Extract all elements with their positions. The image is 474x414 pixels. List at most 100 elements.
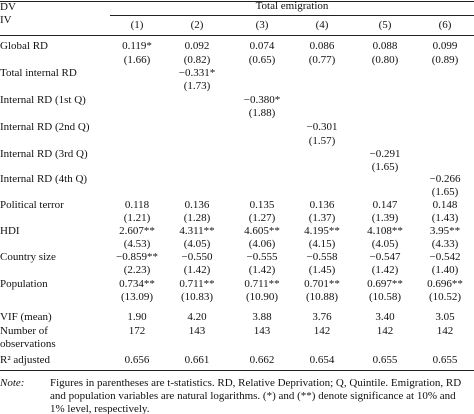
- t-statistic: (0.80): [371, 54, 399, 66]
- column-header: (3): [255, 19, 269, 31]
- stat-value: 0.654: [309, 354, 335, 366]
- t-statistic: (4.05): [371, 238, 399, 250]
- t-statistic: (1.66): [123, 54, 151, 66]
- note-text: Figures in parentheses are t-statistics.…: [50, 377, 462, 414]
- t-statistic: (10.90): [245, 291, 279, 303]
- top-rule: [0, 1, 474, 2]
- coefficient: −0.542: [429, 251, 461, 263]
- coefficient: −0.331*: [178, 67, 216, 79]
- t-statistic: (1.65): [431, 186, 459, 198]
- coefficient: 0.711**: [179, 278, 215, 290]
- coefficient: −0.266: [429, 173, 461, 185]
- t-statistic: (10.58): [368, 291, 402, 303]
- t-statistic: (1.43): [431, 212, 459, 224]
- t-statistic: (2.23): [123, 264, 151, 276]
- stat-value: 3.40: [375, 311, 395, 323]
- coefficient: −0.301: [306, 121, 338, 133]
- t-statistic: (0.89): [431, 54, 459, 66]
- stat-value: 3.88: [252, 311, 272, 323]
- t-statistic: (1.21): [123, 212, 151, 224]
- stat-value: 172: [128, 325, 146, 337]
- stat-value: 0.661: [184, 354, 210, 366]
- stat-value: 143: [188, 325, 206, 337]
- coefficient: 0.136: [309, 199, 335, 211]
- row-label: Internal RD (4th Q): [0, 173, 88, 185]
- column-header: (2): [190, 19, 204, 31]
- t-statistic: (1.73): [183, 80, 211, 92]
- row-label: Political terror: [0, 199, 64, 211]
- stat-value: 3.76: [312, 311, 332, 323]
- stat-value: 142: [376, 325, 394, 337]
- group-rule: [110, 15, 474, 16]
- t-statistic: (4.05): [183, 238, 211, 250]
- t-statistic: (1.39): [371, 212, 399, 224]
- coefficient: 0.734**: [119, 278, 155, 290]
- group-title: Total emigration: [255, 0, 329, 12]
- t-statistic: (1.37): [308, 212, 336, 224]
- stat-label: Number of observations: [0, 325, 56, 350]
- coefficient: −0.555: [246, 251, 278, 263]
- stat-value: 4.20: [187, 311, 207, 323]
- coefficient: 0.099: [432, 40, 458, 52]
- coefficient: 4.108**: [367, 225, 403, 237]
- t-statistic: (1.42): [183, 264, 211, 276]
- bottom-rule: [0, 370, 474, 371]
- coefficient: 0.711**: [244, 278, 280, 290]
- row-label: Country size: [0, 251, 56, 263]
- stat-label: VIF (mean): [0, 311, 52, 323]
- coefficient: −0.291: [369, 148, 401, 160]
- coefficient: −0.558: [306, 251, 338, 263]
- t-statistic: (10.88): [305, 291, 339, 303]
- stat-value: 0.662: [249, 354, 275, 366]
- coefficient: 4.605**: [244, 225, 280, 237]
- coefficient: 0.136: [184, 199, 210, 211]
- coefficient: 0.697**: [367, 278, 403, 290]
- row-label: Internal RD (1st Q): [0, 94, 86, 106]
- coefficient: −0.550: [181, 251, 213, 263]
- stat-value: 1.90: [127, 311, 147, 323]
- coefficient: −0.547: [369, 251, 401, 263]
- t-statistic: (4.33): [431, 238, 459, 250]
- stat-value: 142: [313, 325, 331, 337]
- row-label: Total internal RD: [0, 67, 77, 79]
- coefficient: 0.696**: [427, 278, 463, 290]
- stat-value: 0.656: [124, 354, 150, 366]
- coefficient: 4.311**: [179, 225, 215, 237]
- coefficient: −0.380*: [243, 94, 281, 106]
- coefficient: 4.195**: [304, 225, 340, 237]
- coefficient: 0.086: [309, 40, 335, 52]
- row-label: HDI: [0, 225, 20, 237]
- t-statistic: (1.42): [248, 264, 276, 276]
- row-label: Global RD: [0, 40, 48, 52]
- coefficient: 2.607**: [119, 225, 155, 237]
- stat-value: 142: [436, 325, 454, 337]
- stat-value: 3.05: [435, 311, 455, 323]
- t-statistic: (4.53): [123, 238, 151, 250]
- t-statistic: (10.83): [180, 291, 214, 303]
- t-statistic: (4.06): [248, 238, 276, 250]
- t-statistic: (1.28): [183, 212, 211, 224]
- column-header: (5): [378, 19, 392, 31]
- row-label: Population: [0, 278, 48, 290]
- stat-value: 143: [253, 325, 271, 337]
- t-statistic: (13.09): [120, 291, 154, 303]
- column-header: (6): [438, 19, 452, 31]
- t-statistic: (0.65): [248, 54, 276, 66]
- coefficient: 0.147: [372, 199, 398, 211]
- t-statistic: (1.65): [371, 161, 399, 173]
- coefficient: 0.074: [249, 40, 275, 52]
- coefficient: −0.859**: [116, 251, 158, 263]
- t-statistic: (4.15): [308, 238, 336, 250]
- column-header: (1): [130, 19, 144, 31]
- row-label: Internal RD (2nd Q): [0, 121, 90, 133]
- coefficient: 0.148: [432, 199, 458, 211]
- coefficient: 0.118: [124, 199, 150, 211]
- coefficient: 0.135: [249, 199, 275, 211]
- coefficient: 0.701**: [304, 278, 340, 290]
- t-statistic: (0.77): [308, 54, 336, 66]
- t-statistic: (1.40): [431, 264, 459, 276]
- t-statistic: (1.88): [248, 107, 276, 119]
- t-statistic: (1.27): [248, 212, 276, 224]
- coefficient: 0.092: [184, 40, 210, 52]
